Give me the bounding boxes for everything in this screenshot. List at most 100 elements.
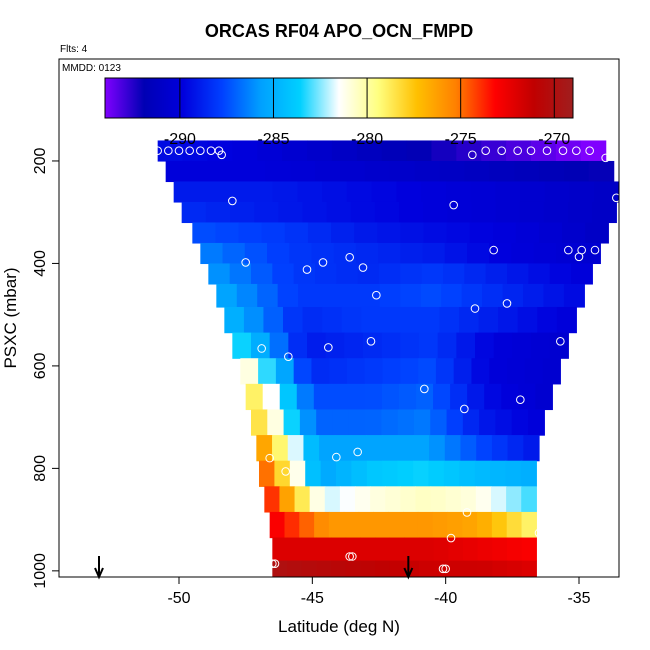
heatmap-cell [418, 358, 437, 385]
heatmap-cell [419, 560, 435, 577]
heatmap-cell [311, 242, 335, 265]
heatmap-cell [569, 181, 595, 203]
heatmap-cell [288, 332, 308, 359]
heatmap-cell [515, 222, 540, 244]
flight-sample-points [153, 146, 619, 575]
heatmap-cell [467, 242, 490, 265]
heatmap-cell [389, 160, 416, 183]
heatmap-cell [414, 160, 441, 183]
heatmap-cell [257, 283, 279, 308]
heatmap-cell [477, 560, 493, 577]
heatmap-cell [229, 263, 252, 285]
plot-frame [58, 58, 620, 578]
heatmap-cell [543, 201, 569, 224]
heatmap-cell [507, 537, 523, 562]
data-point [372, 290, 381, 300]
heatmap-cell [491, 486, 507, 513]
heatmap-cell [307, 140, 333, 162]
heatmap-cell [346, 181, 373, 203]
heatmap-cell [396, 181, 422, 203]
heatmap-cell [336, 263, 359, 285]
heatmap-cell [284, 222, 309, 244]
heatmap-cell [506, 486, 522, 513]
date-annotation: MMDD: 0123 [62, 63, 121, 74]
heatmap-cell [470, 181, 496, 203]
heatmap-cell [446, 222, 471, 244]
heatmap-cell [381, 409, 399, 436]
heatmap-cell [423, 201, 448, 224]
data-point [497, 146, 506, 156]
heatmap-cell [523, 435, 540, 462]
data-point [270, 559, 280, 568]
heatmap-cell [263, 306, 284, 334]
heatmap-cell [419, 306, 441, 334]
heatmap-cell [232, 140, 258, 162]
heatmap-cell [592, 201, 617, 224]
heatmap-cell [318, 283, 340, 308]
heatmap-cell [283, 306, 304, 334]
heatmap-cell [462, 409, 480, 436]
heatmap-cell [299, 511, 315, 539]
heatmap-cell [475, 486, 492, 513]
colorbar-tick-label: -270 [538, 131, 570, 148]
data-point [542, 146, 552, 156]
heatmap-cell [479, 409, 497, 436]
heatmap-cell [315, 263, 337, 285]
heatmap-cell [354, 222, 378, 244]
heatmap-cell [478, 306, 499, 334]
heatmap-cell [542, 358, 561, 385]
data-point [601, 153, 610, 163]
heatmap-cell [585, 222, 609, 244]
heatmap-cell [432, 511, 449, 539]
heatmap-cell [417, 511, 434, 539]
heatmap-cell [521, 560, 537, 577]
heatmap-cell [397, 435, 414, 462]
heatmap-cell [302, 201, 328, 224]
heatmap-cell [568, 201, 593, 224]
heatmap-cell [316, 409, 334, 436]
heatmap-cell [489, 358, 508, 385]
heatmap-cell [319, 435, 336, 462]
heatmap-cell [322, 306, 343, 334]
heatmap-cell [437, 332, 457, 359]
heatmap-cell [406, 140, 433, 162]
heatmap-cell [301, 560, 317, 577]
heatmap-cell [190, 160, 217, 183]
heatmap-cell [464, 263, 487, 285]
heatmap-cell [415, 486, 432, 513]
heatmap-cell [492, 537, 508, 562]
heatmap-cell [297, 181, 323, 203]
data-point [241, 258, 250, 267]
heatmap-cell [481, 140, 507, 162]
heatmap-cell [443, 460, 460, 487]
heatmap-cell [344, 332, 364, 359]
heatmap-cell [275, 358, 295, 385]
data-point [462, 508, 472, 517]
data-point [257, 344, 266, 353]
data-point [481, 146, 490, 156]
heatmap-cell [507, 358, 526, 385]
heatmap-cell [381, 332, 401, 359]
heatmap-cell [444, 435, 462, 462]
heatmap-cell [240, 160, 266, 183]
heatmap-cell [400, 283, 422, 308]
heatmap-cell [531, 332, 551, 359]
heatmap-cell [381, 383, 400, 411]
heatmap-cell [419, 537, 435, 562]
data-point [612, 241, 619, 251]
heatmap-cell [157, 140, 184, 162]
heatmap-cell [345, 560, 361, 577]
heatmap-cell [413, 409, 431, 436]
heatmap-cell [421, 263, 444, 285]
heatmap-cell [165, 160, 192, 183]
heatmap-cell [474, 460, 491, 487]
heatmap-cell [485, 263, 508, 285]
data-point [513, 146, 522, 156]
heatmap-cell [325, 332, 345, 359]
heatmap-cell [238, 222, 263, 244]
heatmap-cell [507, 435, 524, 462]
heatmap-cell [262, 383, 281, 411]
heatmap-cell [223, 181, 249, 203]
heatmap-cell [331, 537, 347, 562]
heatmap-cell [328, 511, 345, 539]
